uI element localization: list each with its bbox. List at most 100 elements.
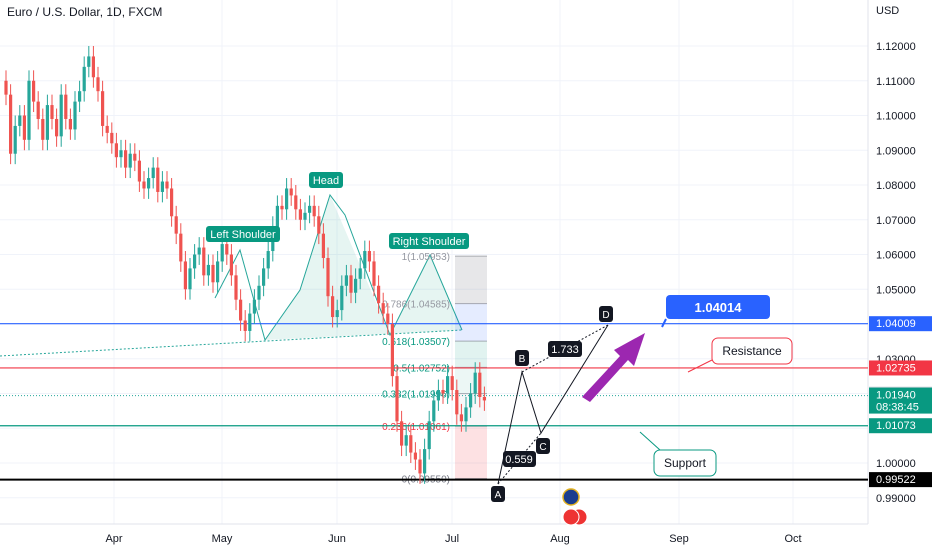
- point-b-bg: [515, 350, 529, 366]
- point-c-bg: [536, 438, 550, 454]
- candle-body-74: [344, 275, 348, 286]
- resistance-callout-bg: [711, 337, 793, 365]
- price-badge-bg-3: [869, 387, 932, 414]
- candle-body-91: [423, 449, 427, 474]
- chart-title: Euro / U.S. Dollar, 1D, FXCM: [7, 5, 163, 19]
- right-shoulder-label: Right Shoulder: [393, 236, 466, 248]
- candle-body-15: [73, 101, 77, 130]
- x-tick-4: Aug: [550, 533, 570, 545]
- candle-body-43: [202, 247, 206, 276]
- candle-body-0: [4, 80, 8, 95]
- candle-body-27: [128, 153, 132, 168]
- price-badge-4: 1.01073: [876, 420, 916, 432]
- candle-body-102: [473, 372, 477, 394]
- price-badge-5: 0.99522: [876, 474, 916, 486]
- candle-body-3: [18, 115, 22, 126]
- candle-body-45: [211, 264, 215, 283]
- candle-body-10: [50, 105, 54, 119]
- candle-body-96: [446, 376, 450, 394]
- candle-body-55: [257, 285, 261, 300]
- abcd-line: [497, 324, 609, 485]
- candle-body-103: [478, 372, 482, 397]
- candle-body-19: [91, 56, 95, 78]
- candle-body-14: [68, 118, 72, 130]
- candle-body-61: [285, 188, 289, 210]
- candle-body-25: [119, 150, 123, 158]
- candle-body-13: [64, 94, 68, 119]
- y-tick-5: 1.07000: [876, 215, 916, 227]
- candle-body-52: [243, 320, 247, 331]
- support-callout: Support: [664, 456, 707, 470]
- candle-body-56: [262, 268, 266, 286]
- candle-body-54: [252, 299, 256, 314]
- candle-body-88: [409, 435, 413, 453]
- candle-body-98: [455, 390, 459, 415]
- candle-body-84: [390, 324, 394, 377]
- fib-zone-2: [455, 341, 487, 368]
- support-callout-bg: [653, 449, 717, 477]
- candle-body-36: [170, 188, 174, 217]
- candle-body-69: [321, 233, 325, 258]
- candle-body-12: [59, 94, 63, 137]
- price-badge-bg-4: [869, 418, 932, 434]
- x-tick-0: Apr: [105, 533, 122, 545]
- candle-body-40: [188, 268, 192, 290]
- candle-body-70: [326, 257, 330, 297]
- price-badge-countdown: 08:38:45: [876, 402, 919, 414]
- candle-body-94: [436, 390, 440, 401]
- candle-body-30: [142, 181, 146, 189]
- y-tick-3: 1.09000: [876, 145, 916, 157]
- resistance-callout: Resistance: [722, 344, 782, 358]
- x-tick-3: Jul: [445, 533, 459, 545]
- y-tick-2: 1.10000: [876, 111, 916, 123]
- candle-body-53: [248, 313, 252, 331]
- candle-body-100: [464, 407, 468, 422]
- candle-body-104: [482, 396, 486, 401]
- y-tick-12: 1.00000: [876, 458, 916, 470]
- candle-body-99: [459, 414, 463, 422]
- price-badge-bg-0: [869, 316, 932, 332]
- candle-body-77: [358, 268, 362, 279]
- candle-body-18: [87, 56, 91, 67]
- pattern-line: [214, 193, 463, 342]
- candle-body-6: [32, 80, 36, 102]
- candle-body-82: [381, 303, 385, 314]
- ratio-bc: 0.559: [505, 454, 533, 466]
- candle-body-29: [137, 160, 141, 182]
- candle-body-49: [229, 254, 233, 276]
- point-d: D: [602, 310, 609, 321]
- candle-body-83: [386, 313, 390, 324]
- ratio-bc-bg: [503, 451, 536, 467]
- candle-body-23: [110, 132, 114, 144]
- fib-label-0: 1(1.05953): [402, 252, 450, 263]
- candle-body-48: [225, 244, 229, 255]
- y-tick-7: 1.05000: [876, 284, 916, 296]
- x-tick-1: May: [212, 533, 233, 545]
- candle-body-33: [156, 167, 160, 192]
- candle-body-38: [179, 233, 183, 262]
- candle-body-65: [303, 212, 307, 220]
- y-tick-0: 1.12000: [876, 41, 916, 53]
- price-badge-0: 1.04009: [876, 318, 916, 330]
- resistance-callout-pointer: [687, 359, 713, 373]
- candle-body-78: [363, 251, 367, 269]
- candle-body-71: [331, 296, 335, 318]
- candle-body-57: [266, 251, 270, 269]
- candle-body-79: [367, 251, 371, 262]
- point-d-bg: [599, 306, 613, 322]
- candle-body-22: [105, 125, 109, 133]
- ratio-cd-bg: [548, 341, 582, 357]
- candle-body-16: [78, 91, 82, 102]
- candle-body-90: [418, 459, 422, 474]
- currency-label: USD: [876, 5, 900, 17]
- candle-body-66: [308, 205, 312, 213]
- point-b: B: [519, 354, 526, 365]
- target-arrow: [582, 333, 645, 402]
- candle-body-97: [450, 376, 454, 391]
- ratio-cd: 1.733: [551, 344, 579, 356]
- fib-zone-1: [455, 303, 487, 342]
- fib-label-1: 0.786(1.04585): [382, 300, 450, 311]
- candle-body-72: [335, 310, 339, 318]
- candle-body-26: [124, 150, 128, 168]
